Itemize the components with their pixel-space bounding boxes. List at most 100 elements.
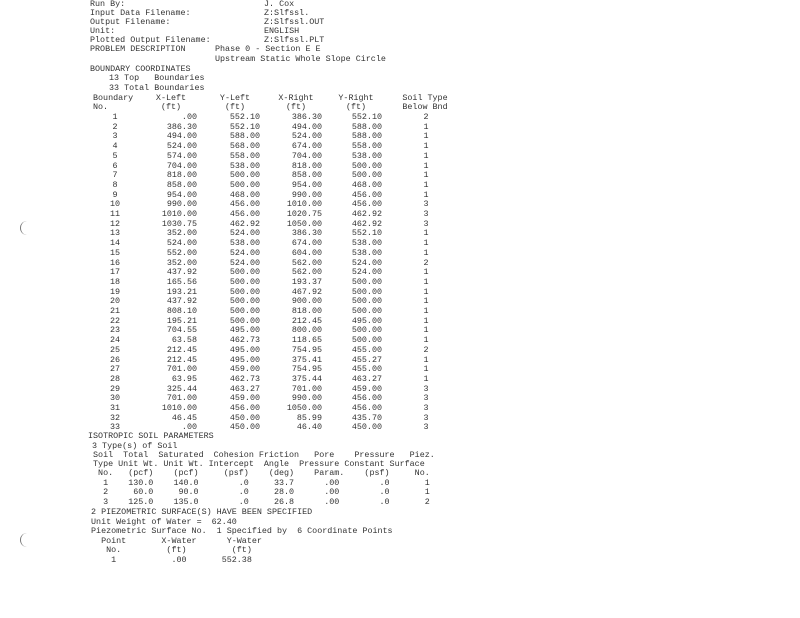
table-cell: 524.00 [351,267,382,278]
table-cell: 500.00 [229,276,260,287]
table-cell: 21 [109,306,121,316]
table-cell: 990.00 [291,189,322,200]
table-cell: 500.00 [351,276,382,287]
table-cell: 701.00 [166,393,197,404]
table-cell: 63.58 [171,335,197,346]
column-header: Y-Right [338,93,374,103]
table-cell: 552.10 [229,121,260,132]
table-cell: 1 [423,335,429,346]
table-cell: 456.00 [351,403,382,413]
table-cell: 524.00 [229,247,260,258]
table-cell: 538.00 [351,150,382,161]
table-cell: 524.00 [229,257,260,268]
soil-row: 3 125.0 135.0 .0 26.8 .00 .0 2 [88,497,430,507]
table-cell: 4 [112,141,118,152]
table-cell: 1 [423,286,429,297]
table-cell: 3 [423,218,429,229]
table-cell: 467.92 [291,286,322,297]
table-cell: 3 [423,403,429,413]
table-cell: 1 [423,160,429,171]
table-cell: 500.00 [351,160,382,171]
table-cell: 500.00 [229,306,260,316]
table-cell: 1010.00 [161,209,197,219]
table-cell: 1 [423,170,429,181]
table-cell: 524.00 [351,257,382,268]
soil-row: 1 130.0 140.0 .0 33.7 .00 .0 1 [88,478,430,488]
table-cell: 15 [109,247,121,258]
table-cell: 990.00 [166,199,197,210]
table-cell: 1 [423,364,429,375]
table-cell: 456.00 [229,403,260,413]
value: J. Cox [264,0,295,9]
table-cell: 574.00 [166,150,197,161]
problem-description-line2: Upstream Static Whole Slope Circle [215,54,386,64]
table-cell: 588.00 [229,131,260,142]
table-cell: 500.00 [229,286,260,297]
table-cell: 455.00 [351,364,382,375]
soil-title: ISOTROPIC SOIL PARAMETERS [88,431,214,441]
table-cell: 28 [109,373,121,384]
table-cell: 455.27 [351,354,382,365]
table-cell: 375.41 [291,354,322,365]
label: Plotted Output Filename: [90,35,211,45]
table-cell: 588.00 [351,131,382,142]
table-cell: 1 [423,238,429,249]
table-cell: 1 [423,325,429,336]
unit-line: Unit: ENGLISH [90,26,299,36]
table-cell: 1 [423,150,429,161]
table-cell: 63.95 [171,373,197,384]
table-cell: 456.00 [351,199,382,210]
table-cell: 46.40 [296,422,322,433]
table-cell: 462.73 [229,373,260,384]
value: Z:Slfssl.PLT [264,35,325,45]
table-cell: 704.55 [166,325,197,336]
table-cell: 562.00 [291,267,322,278]
table-cell: 435.70 [351,412,382,423]
table-cell: 495.00 [229,325,260,336]
table-cell: 7 [112,170,118,181]
table-cell: 500.00 [351,286,382,297]
table-cell: 538.00 [229,160,260,171]
table-cell: 552.10 [351,228,382,239]
table-cell: 32 [109,412,121,423]
table-cell: 1 [423,189,429,200]
table-cell: 900.00 [291,296,322,307]
problem-description-line: PROBLEM DESCRIPTION Phase 0 - Section E E [90,45,321,54]
table-cell: 375.44 [291,373,322,384]
column-header: Boundary [93,93,134,103]
table-cell: 456.00 [229,199,260,210]
column-header: Soil Type [402,93,448,103]
column-header: (ft) [285,102,307,112]
table-cell: 352.00 [166,257,197,268]
table-cell: 195.21 [166,315,197,326]
table-cell: 3 [423,393,429,404]
table-cell: 463.27 [229,383,260,394]
column-header: X-Left [155,93,187,103]
soil-header-2: Type Unit Wt. Unit Wt. Intercept Angle P… [88,459,425,469]
table-cell: 14 [109,238,121,249]
table-cell: 524.00 [166,238,197,249]
table-cell: 352.00 [166,228,197,239]
label: Unit: [90,26,116,36]
table-cell: 25 [109,344,121,355]
run-by-line: Run By: J. Cox [90,0,294,9]
table-cell: 46.45 [171,412,197,423]
table-cell: 468.00 [229,189,260,200]
table-cell: 495.00 [351,315,382,326]
table-cell: 6 [112,160,118,171]
table-cell: 674.00 [291,141,322,152]
piezo-title: 2 PIEZOMETRIC SURFACE(S) HAVE BEEN SPECI… [86,507,313,517]
table-cell: 524.00 [291,131,322,142]
table-cell: .00 [181,422,197,433]
table-cell: 1 [423,354,429,365]
unit-weight-water: Unit Weight of Water = 62.40 [86,517,237,527]
scan-punch-mark [20,221,29,235]
table-cell: 462.92 [351,218,382,229]
table-cell: 1020.75 [286,209,322,219]
table-cell: 386.30 [166,121,197,132]
table-cell: 33 [109,422,121,433]
table-cell: 754.95 [291,344,322,355]
scan-punch-mark [20,533,29,547]
table-cell: 462.92 [229,218,260,229]
table-cell: 20 [109,296,121,307]
